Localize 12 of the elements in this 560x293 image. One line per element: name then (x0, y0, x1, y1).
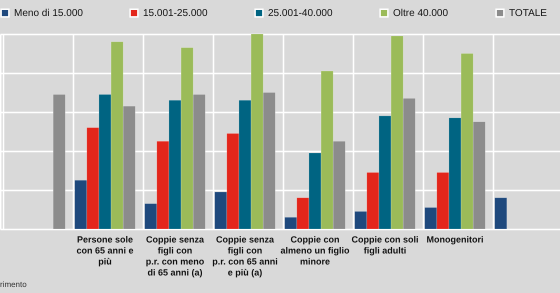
x-tick-label: Coppie con soli figli adulti (351, 234, 419, 256)
legend-label: 25.001-40.000 (268, 8, 333, 20)
x-tick-label: Coppie con almeno un figlio minore (280, 234, 350, 266)
legend-label: Oltre 40.000 (393, 8, 448, 20)
legend-label: 15.001-25.000 (143, 8, 208, 20)
x-tick-label: Persone sole con 65 anni e più (76, 234, 134, 266)
legend-label: Meno di 15.000 (14, 8, 84, 20)
x-tick-label: Monogenitori (426, 234, 484, 244)
legend-label: TOTALE (509, 8, 548, 20)
text: rimento (0, 280, 28, 289)
x-tick-label: Coppie senza figli con p.r. con 65 anni e più (a) (212, 234, 278, 278)
x-tick-label: Coppie senza figli con p.r. con meno di 65 anni (a) (146, 234, 205, 278)
